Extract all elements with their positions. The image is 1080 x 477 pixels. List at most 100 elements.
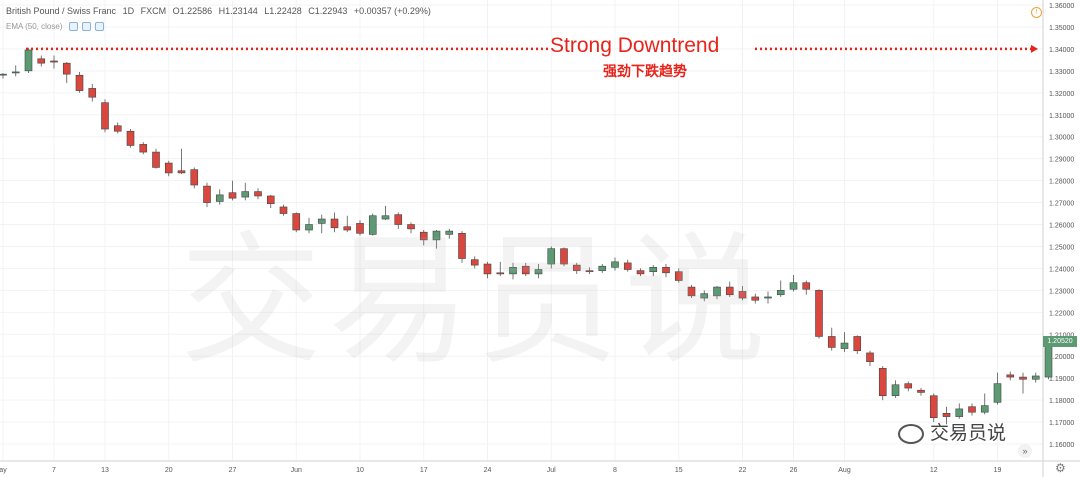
candle [929,393,938,423]
candle [483,261,492,279]
candle [623,259,632,272]
candle-body [1019,376,1027,380]
x-tick-label: 27 [229,467,237,474]
candle-body [330,218,339,229]
y-tick-label: 1.26000 [1049,223,1074,230]
candle [62,62,71,83]
close-icon[interactable] [95,22,105,32]
candle [572,262,581,274]
candle [1019,372,1027,394]
candle [853,335,862,355]
candle-body [305,224,313,231]
symbol-legend[interactable]: British Pound / Swiss Franc 1D FXCM O1.2… [6,6,435,16]
candle-body [827,336,836,348]
candle-body [815,290,823,337]
settings-small-icon[interactable] [81,22,91,32]
candle [215,189,224,205]
x-tick-label: 7 [52,467,56,474]
candle [419,230,428,246]
alert-icon[interactable]: ! [1031,7,1042,18]
y-tick-label: 1.25000 [1049,244,1074,251]
candle [37,55,46,67]
candle-body [0,73,7,76]
candle [840,332,849,352]
candle-body [636,270,645,275]
candle-body [356,223,364,234]
candle [942,406,951,425]
candle [598,264,607,273]
candle-body [228,192,237,199]
watermark-small: 交易员说 [898,418,1006,445]
candle [101,99,109,133]
candle [241,182,250,201]
candle [738,285,747,301]
candle-body [407,224,415,230]
candle-body [942,412,951,417]
candle [228,180,237,201]
candle-body [585,270,594,273]
candle [126,129,135,148]
candle-body [560,248,568,265]
y-tick-label: 1.31000 [1049,113,1074,120]
candle-body [241,191,250,198]
candle [266,194,275,209]
candle-body [126,130,135,146]
candle-body [674,271,683,281]
x-axis: ay 7 13 20 27 Jun 10 17 24 Jul 8 15 22 26 Aug 12 19 [0,460,1080,474]
candle-body [840,342,849,349]
x-tick-label: 22 [739,467,747,474]
candle-body [394,214,403,225]
annotation-subtitle: 强劲下跌趋势 [603,63,687,79]
candle [674,268,683,283]
x-tick-label: Jul [547,467,556,474]
y-tick-label: 1.35000 [1049,25,1074,32]
candle-body [853,336,862,352]
watermark-large: 交易员说 [180,222,772,381]
candle-body [215,194,224,202]
x-tick-label: ay [0,467,7,474]
y-tick-label: 1.19000 [1049,376,1074,383]
x-tick-label: Jun [291,467,302,474]
watermark-small-text: 交易员说 [930,423,1007,444]
candle [802,280,811,295]
gear-icon[interactable]: ⚙ [1055,461,1066,475]
candle [75,71,84,93]
candle-body [177,170,186,174]
x-tick-label: 13 [101,467,109,474]
candle-body [1006,374,1015,378]
candle [1031,372,1040,383]
candle-body [50,60,58,63]
candle-body [24,49,33,72]
candle-body [11,71,20,74]
candle-body [343,226,352,231]
candle [496,261,505,277]
candle [11,65,20,77]
candle-body [789,282,798,290]
candle [611,257,619,271]
last-price-label: 1.20520 [1043,336,1077,347]
candle [776,280,785,297]
candle [827,327,836,351]
candle-body [751,296,760,301]
candle-body [37,58,46,64]
candle [305,217,313,234]
candle [88,84,97,102]
symbol-interval[interactable]: 1D [122,6,135,16]
candle [356,220,364,236]
scroll-to-realtime-button[interactable]: » [1018,444,1032,458]
annotation-title: Strong Downtrend [550,34,720,57]
candle-body [802,282,811,290]
candle-body [203,185,211,203]
x-tick-label: 15 [675,467,683,474]
eye-icon[interactable] [68,22,78,32]
candle-body [955,408,964,417]
candle [687,284,696,299]
candle [1006,371,1015,381]
candle [0,73,7,79]
y-tick-label: 1.17000 [1049,420,1074,427]
candle [904,381,913,392]
ema-indicator-legend[interactable]: EMA (50, close) [6,22,106,32]
y-tick-label: 1.21000 [1049,332,1074,339]
candle-body [88,88,97,98]
